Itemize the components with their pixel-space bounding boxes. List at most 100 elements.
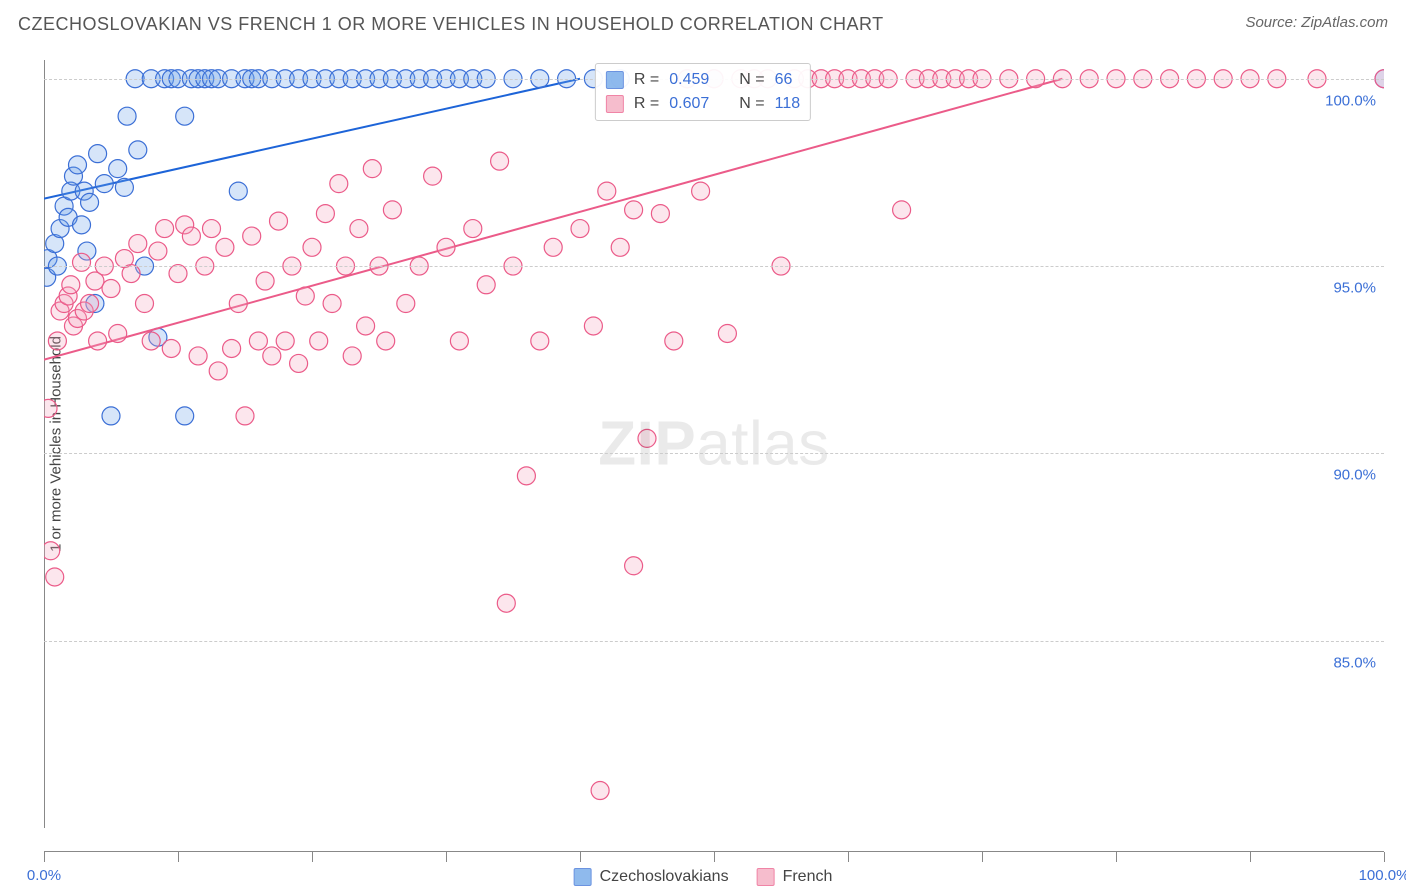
data-point	[450, 332, 468, 350]
data-point	[81, 193, 99, 211]
data-point	[377, 332, 395, 350]
n-value-french: 118	[775, 92, 801, 116]
data-point	[162, 339, 180, 357]
data-point	[156, 220, 174, 238]
data-point	[118, 107, 136, 125]
data-point	[363, 160, 381, 178]
data-point	[243, 227, 261, 245]
data-point	[73, 253, 91, 271]
legend-label: Czechoslovakians	[600, 868, 729, 886]
data-point	[109, 324, 127, 342]
swatch-icon	[606, 95, 624, 113]
scatter-svg	[44, 60, 1384, 828]
y-tick-label: 100.0%	[1325, 92, 1376, 109]
bottom-legend: Czechoslovakians French	[574, 868, 833, 886]
legend-item-french: French	[757, 868, 833, 886]
y-tick-label: 85.0%	[1333, 654, 1376, 671]
data-point	[129, 235, 147, 253]
data-point	[310, 332, 328, 350]
data-point	[665, 332, 683, 350]
data-point	[497, 594, 515, 612]
data-point	[44, 399, 57, 417]
data-point	[169, 265, 187, 283]
data-point	[303, 238, 321, 256]
data-point	[491, 152, 509, 170]
data-point	[81, 295, 99, 313]
y-tick-label: 90.0%	[1333, 467, 1376, 484]
data-point	[48, 332, 66, 350]
data-point	[223, 339, 241, 357]
header: CZECHOSLOVAKIAN VS FRENCH 1 OR MORE VEHI…	[0, 0, 1406, 35]
data-point	[598, 182, 616, 200]
data-point	[517, 467, 535, 485]
data-point	[625, 201, 643, 219]
data-point	[236, 407, 254, 425]
data-point	[638, 429, 656, 447]
legend-item-czech: Czechoslovakians	[574, 868, 729, 886]
data-point	[276, 332, 294, 350]
data-point	[249, 332, 267, 350]
data-point	[95, 175, 113, 193]
data-point	[73, 216, 91, 234]
data-point	[129, 141, 147, 159]
data-point	[189, 347, 207, 365]
r-value-czech: 0.459	[669, 68, 709, 92]
data-point	[296, 287, 314, 305]
plot-area: 1 or more Vehicles in Household ZIPatlas…	[44, 60, 1384, 828]
data-point	[692, 182, 710, 200]
data-point	[531, 332, 549, 350]
data-point	[109, 160, 127, 178]
data-point	[611, 238, 629, 256]
data-point	[176, 107, 194, 125]
y-tick-label: 95.0%	[1333, 280, 1376, 297]
x-tick-label: 0.0%	[27, 867, 61, 884]
source-attribution: Source: ZipAtlas.com	[1245, 14, 1388, 31]
x-axis: 0.0%100.0%	[44, 851, 1384, 852]
data-point	[182, 227, 200, 245]
data-point	[136, 295, 154, 313]
data-point	[115, 178, 133, 196]
chart-title: CZECHOSLOVAKIAN VS FRENCH 1 OR MORE VEHI…	[18, 14, 884, 35]
data-point	[102, 407, 120, 425]
data-point	[571, 220, 589, 238]
data-point	[383, 201, 401, 219]
n-value-czech: 66	[775, 68, 793, 92]
data-point	[477, 276, 495, 294]
data-point	[343, 347, 361, 365]
data-point	[316, 205, 334, 223]
stats-row-french: R = 0.607 N = 118	[606, 92, 800, 116]
data-point	[357, 317, 375, 335]
data-point	[330, 175, 348, 193]
data-point	[544, 238, 562, 256]
data-point	[203, 220, 221, 238]
data-point	[625, 557, 643, 575]
data-point	[229, 182, 247, 200]
data-point	[122, 265, 140, 283]
data-point	[893, 201, 911, 219]
data-point	[209, 362, 227, 380]
data-point	[176, 407, 194, 425]
swatch-icon	[574, 868, 592, 886]
chart-container: CZECHOSLOVAKIAN VS FRENCH 1 OR MORE VEHI…	[0, 0, 1406, 892]
data-point	[256, 272, 274, 290]
data-point	[102, 280, 120, 298]
data-point	[46, 568, 64, 586]
data-point	[89, 145, 107, 163]
data-point	[290, 354, 308, 372]
legend-label: French	[783, 868, 833, 886]
data-point	[263, 347, 281, 365]
data-point	[350, 220, 368, 238]
data-point	[591, 782, 609, 800]
data-point	[216, 238, 234, 256]
data-point	[464, 220, 482, 238]
data-point	[89, 332, 107, 350]
data-point	[142, 332, 160, 350]
data-point	[44, 542, 60, 560]
swatch-icon	[606, 71, 624, 89]
stats-row-czech: R = 0.459 N = 66	[606, 68, 800, 92]
data-point	[718, 324, 736, 342]
data-point	[437, 238, 455, 256]
data-point	[323, 295, 341, 313]
stats-legend: R = 0.459 N = 66 R = 0.607 N = 118	[595, 63, 811, 121]
data-point	[229, 295, 247, 313]
